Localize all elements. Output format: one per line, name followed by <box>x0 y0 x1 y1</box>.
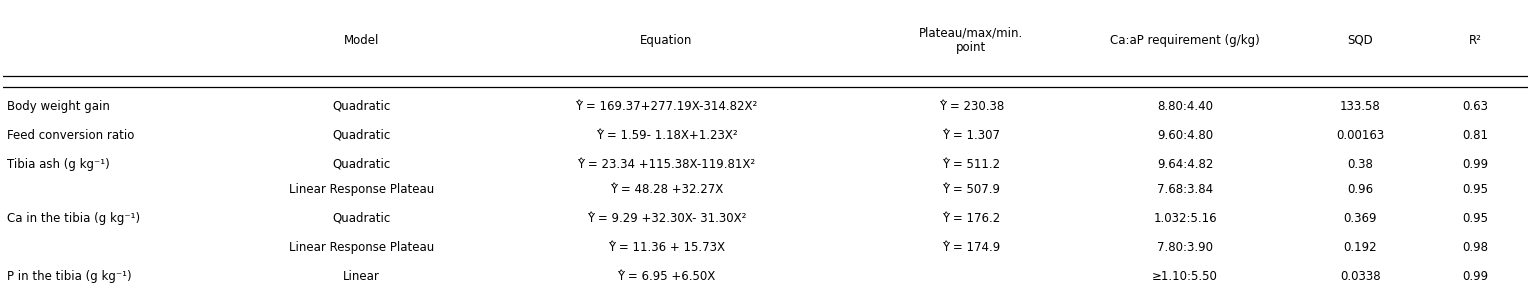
Text: Ŷ = 1.307: Ŷ = 1.307 <box>943 129 1000 142</box>
Text: Ŷ = 48.28 +32.27X: Ŷ = 48.28 +32.27X <box>609 183 723 196</box>
Text: Ŷ = 9.29 +32.30X- 31.30X²: Ŷ = 9.29 +32.30X- 31.30X² <box>586 212 746 225</box>
Text: Linear Response Plateau: Linear Response Plateau <box>289 241 433 254</box>
Text: Quadratic: Quadratic <box>332 158 390 171</box>
Text: Plateau/max/min.
point: Plateau/max/min. point <box>919 26 1024 54</box>
Text: Quadratic: Quadratic <box>332 100 390 113</box>
Text: R²: R² <box>1468 33 1482 47</box>
Text: Quadratic: Quadratic <box>332 212 390 225</box>
Text: 0.00163: 0.00163 <box>1337 129 1384 142</box>
Text: Model: Model <box>343 33 380 47</box>
Text: 0.369: 0.369 <box>1344 212 1378 225</box>
Text: P in the tibia (g kg⁻¹): P in the tibia (g kg⁻¹) <box>8 270 132 283</box>
Text: Linear: Linear <box>343 270 380 283</box>
Text: Ŷ = 511.2: Ŷ = 511.2 <box>943 158 1000 171</box>
Text: Ca:aP requirement (g/kg): Ca:aP requirement (g/kg) <box>1110 33 1260 47</box>
Text: 9.60:4.80: 9.60:4.80 <box>1157 129 1213 142</box>
Text: 0.63: 0.63 <box>1462 100 1488 113</box>
Text: 0.99: 0.99 <box>1462 158 1488 171</box>
Text: 0.95: 0.95 <box>1462 183 1488 196</box>
Text: 133.58: 133.58 <box>1340 100 1381 113</box>
Text: 1.032:5.16: 1.032:5.16 <box>1153 212 1217 225</box>
Text: Feed conversion ratio: Feed conversion ratio <box>8 129 135 142</box>
Text: Body weight gain: Body weight gain <box>8 100 110 113</box>
Text: Ŷ = 169.37+277.19X-314.82X²: Ŷ = 169.37+277.19X-314.82X² <box>576 100 758 113</box>
Text: Equation: Equation <box>640 33 692 47</box>
Text: 0.96: 0.96 <box>1347 183 1373 196</box>
Text: 0.192: 0.192 <box>1344 241 1378 254</box>
Text: 0.38: 0.38 <box>1347 158 1373 171</box>
Text: 7.68:3.84: 7.68:3.84 <box>1157 183 1213 196</box>
Text: Ŷ = 176.2: Ŷ = 176.2 <box>942 212 1001 225</box>
Text: Tibia ash (g kg⁻¹): Tibia ash (g kg⁻¹) <box>8 158 110 171</box>
Text: 0.98: 0.98 <box>1462 241 1488 254</box>
Text: Ŷ = 11.36 + 15.73X: Ŷ = 11.36 + 15.73X <box>608 241 724 254</box>
Text: 0.81: 0.81 <box>1462 129 1488 142</box>
Text: Linear Response Plateau: Linear Response Plateau <box>289 183 433 196</box>
Text: 0.95: 0.95 <box>1462 212 1488 225</box>
Text: SQD: SQD <box>1347 33 1373 47</box>
Text: 0.99: 0.99 <box>1462 270 1488 283</box>
Text: Ŷ = 6.95 +6.50X: Ŷ = 6.95 +6.50X <box>617 270 715 283</box>
Text: Ŷ = 230.38: Ŷ = 230.38 <box>939 100 1004 113</box>
Text: 8.80:4.40: 8.80:4.40 <box>1157 100 1213 113</box>
Text: 9.64:4.82: 9.64:4.82 <box>1157 158 1213 171</box>
Text: Ŷ = 174.9: Ŷ = 174.9 <box>942 241 1001 254</box>
Text: Ca in the tibia (g kg⁻¹): Ca in the tibia (g kg⁻¹) <box>8 212 141 225</box>
Text: Ŷ = 1.59- 1.18X+1.23X²: Ŷ = 1.59- 1.18X+1.23X² <box>596 129 736 142</box>
Text: Quadratic: Quadratic <box>332 129 390 142</box>
Text: Ŷ = 507.9: Ŷ = 507.9 <box>943 183 1000 196</box>
Text: ≥1.10:5.50: ≥1.10:5.50 <box>1151 270 1219 283</box>
Text: Ŷ = 23.34 +115.38X-119.81X²: Ŷ = 23.34 +115.38X-119.81X² <box>577 158 755 171</box>
Text: 0.0338: 0.0338 <box>1340 270 1381 283</box>
Text: 7.80:3.90: 7.80:3.90 <box>1157 241 1213 254</box>
